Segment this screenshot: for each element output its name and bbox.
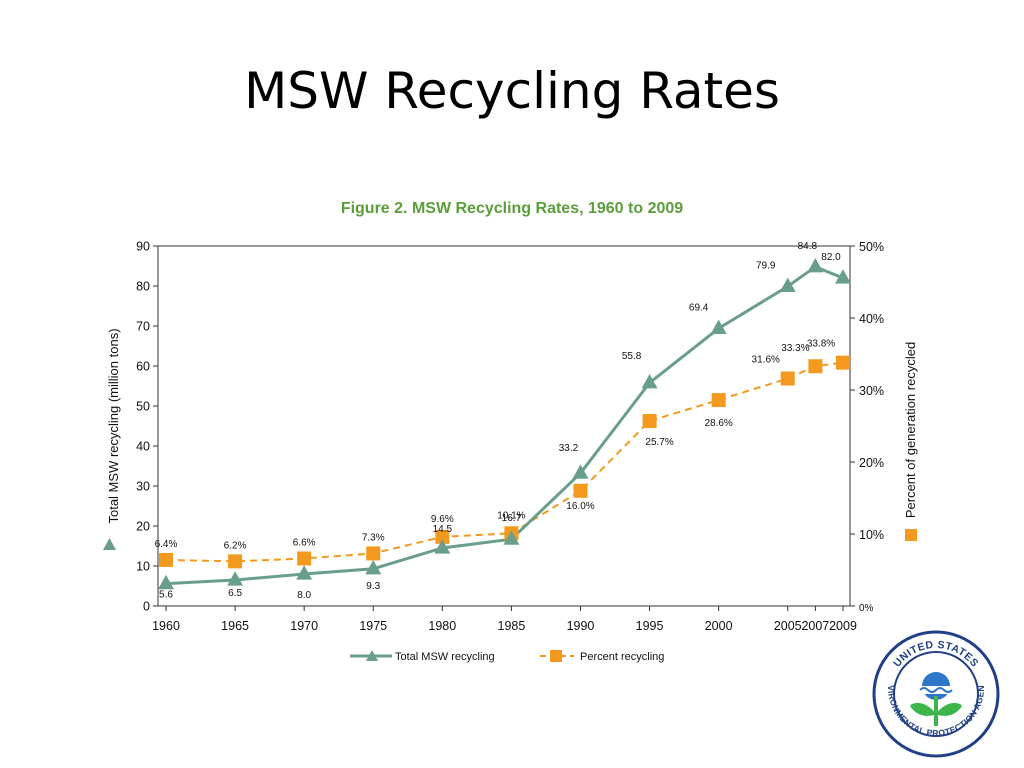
total-msw-marker bbox=[710, 319, 727, 334]
total-msw-marker bbox=[158, 574, 174, 590]
total-msw-marker bbox=[227, 571, 244, 586]
total-msw-data-label: 84.8 bbox=[798, 241, 818, 252]
legend-triangle-icon bbox=[366, 650, 378, 661]
total-msw-data-label: 9.3 bbox=[366, 581, 380, 592]
percent-marker bbox=[228, 554, 243, 569]
total-msw-marker bbox=[434, 539, 451, 554]
percent-data-label: 31.6% bbox=[752, 354, 780, 365]
y-tick-label: 50 bbox=[136, 400, 150, 414]
percent-marker bbox=[297, 551, 312, 566]
legend-total-label: Total MSW recycling bbox=[395, 651, 495, 663]
percent-data-label: 6.6% bbox=[293, 537, 316, 548]
percent-data-label: 6.4% bbox=[155, 539, 178, 550]
y-tick-label: 80 bbox=[136, 280, 150, 294]
total-msw-data-label: 82.0 bbox=[821, 252, 841, 263]
percent-data-label: 7.3% bbox=[362, 532, 385, 543]
percent-data-label: 25.7% bbox=[645, 437, 673, 448]
y-axis-triangle-icon bbox=[103, 538, 116, 550]
total-msw-data-label: 33.2 bbox=[559, 443, 579, 454]
percent-marker bbox=[435, 529, 450, 544]
x-tick-label: 2005 bbox=[774, 619, 802, 633]
y2-tick-label: 20% bbox=[859, 456, 884, 470]
y-tick-label: 90 bbox=[136, 240, 150, 254]
total-msw-marker bbox=[503, 530, 520, 545]
y2-tick-label: 30% bbox=[859, 384, 884, 398]
total-msw-marker bbox=[835, 269, 851, 284]
percent-marker bbox=[780, 371, 795, 386]
y-tick-label: 0 bbox=[143, 600, 150, 614]
y2-axis-label: Percent of generation recycled bbox=[903, 342, 918, 518]
percent-data-label: 6.2% bbox=[224, 540, 247, 551]
percent-data-label: 10.1% bbox=[497, 510, 525, 521]
percent-marker bbox=[642, 413, 657, 428]
percent-marker bbox=[573, 483, 588, 498]
total-msw-data-label: 5.6 bbox=[159, 590, 173, 601]
percent-data-label: 33.8% bbox=[807, 339, 835, 350]
y-axis-label: Total MSW recycling (million tons) bbox=[106, 328, 121, 523]
x-tick-label: 2000 bbox=[705, 619, 733, 633]
y2-tick-label: 0% bbox=[859, 603, 874, 614]
total-msw-marker bbox=[807, 258, 824, 273]
total-msw-data-label: 14.5 bbox=[433, 524, 453, 535]
total-msw-marker bbox=[779, 277, 796, 292]
legend-square-icon bbox=[550, 650, 562, 662]
percent-data-label: 9.6% bbox=[431, 514, 454, 525]
x-tick-label: 1965 bbox=[221, 619, 249, 633]
y-tick-label: 20 bbox=[136, 520, 150, 534]
x-tick-label: 1990 bbox=[567, 619, 595, 633]
percent-data-label: 33.3% bbox=[781, 343, 809, 354]
x-tick-label: 1960 bbox=[152, 619, 180, 633]
y-tick-label: 40 bbox=[136, 440, 150, 454]
total-msw-data-label: 79.9 bbox=[756, 260, 776, 271]
y-tick-label: 10 bbox=[136, 560, 150, 574]
percent-marker bbox=[711, 393, 726, 408]
total-msw-line bbox=[165, 265, 844, 586]
y2-tick-label: 40% bbox=[859, 312, 884, 326]
y-tick-label: 30 bbox=[136, 480, 150, 494]
total-msw-marker bbox=[572, 464, 589, 479]
total-msw-data-label: 16.7 bbox=[502, 513, 522, 524]
y-tick-label: 60 bbox=[136, 360, 150, 374]
x-tick-label: 1970 bbox=[290, 619, 318, 633]
epa-logo: UNITED STATES ENVIRONMENTAL PROTECTION A… bbox=[872, 630, 1000, 758]
percent-marker bbox=[159, 552, 173, 567]
total-msw-data-label: 55.8 bbox=[622, 351, 642, 362]
total-msw-data-label: 69.4 bbox=[689, 302, 709, 313]
total-msw-marker bbox=[365, 560, 382, 575]
x-tick-label: 1985 bbox=[498, 619, 526, 633]
y2-tick-label: 10% bbox=[859, 528, 884, 542]
legend-percent-label: Percent recycling bbox=[580, 651, 664, 663]
percent-marker bbox=[836, 355, 850, 370]
y2-tick-label: 50% bbox=[859, 240, 884, 254]
total-msw-marker bbox=[641, 374, 658, 389]
x-tick-label: 1995 bbox=[636, 619, 664, 633]
percent-data-label: 28.6% bbox=[704, 418, 732, 429]
x-tick-label: 2009 bbox=[829, 619, 857, 633]
percent-marker bbox=[366, 546, 381, 561]
total-msw-marker bbox=[296, 565, 313, 580]
chart-title: Figure 2. MSW Recycling Rates, 1960 to 2… bbox=[340, 200, 684, 217]
percent-data-label: 16.0% bbox=[566, 501, 594, 512]
slide-title: MSW Recycling Rates bbox=[244, 62, 780, 120]
y-tick-label: 70 bbox=[136, 320, 150, 334]
y2-axis-square-icon bbox=[905, 529, 917, 541]
percent-marker bbox=[808, 359, 823, 374]
total-msw-data-label: 6.5 bbox=[228, 588, 242, 599]
x-tick-label: 2007 bbox=[801, 619, 829, 633]
x-tick-label: 1980 bbox=[428, 619, 456, 633]
total-msw-data-label: 8.0 bbox=[297, 590, 311, 601]
x-tick-label: 1975 bbox=[359, 619, 387, 633]
